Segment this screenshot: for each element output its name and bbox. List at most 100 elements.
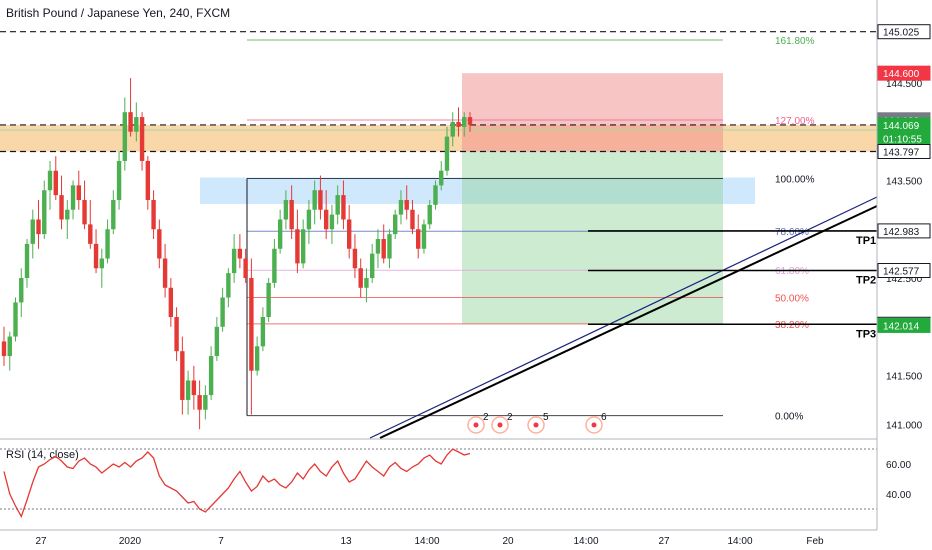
price-tag-9: 142.014 — [877, 317, 931, 333]
event-dot-3 — [591, 422, 597, 428]
event-dot-2 — [533, 422, 539, 428]
candle-body — [467, 117, 473, 125]
candle-body — [128, 112, 133, 132]
candle-body — [76, 185, 81, 200]
candle-body — [208, 356, 214, 396]
rsi-layer: 60.00 40.00 — [0, 448, 911, 519]
candle-body — [139, 117, 145, 161]
candle-body — [214, 326, 220, 357]
candle-body — [36, 219, 41, 235]
candle-body — [410, 209, 415, 230]
price-tag-bg-9 — [877, 317, 931, 333]
candle-body — [300, 229, 306, 264]
price-tag-bg-7 — [877, 263, 931, 279]
price-tag-bg-0 — [877, 24, 931, 40]
x-tick-1: 2020 — [119, 536, 142, 547]
candle-body — [174, 317, 179, 352]
fib-label-3: 78.60% — [775, 227, 809, 238]
candle-body — [197, 395, 202, 410]
candle-body — [249, 278, 254, 371]
candle-body — [444, 136, 450, 171]
candle-body — [404, 199, 409, 210]
candle-body — [59, 195, 64, 220]
candle-body — [65, 209, 70, 220]
candle-body — [283, 199, 289, 220]
event-dot-1 — [497, 422, 503, 428]
overlay-layer: TP1 TP2 TP3 2 2 5 6 — [369, 196, 878, 439]
price-tag-3: 144.069 — [877, 117, 931, 133]
candle-body — [88, 224, 93, 244]
price-tag-6: 142.983 — [877, 223, 931, 239]
x-tick-0: 27 — [35, 536, 47, 547]
x-tick-3: 13 — [340, 536, 352, 547]
resistance-zone — [0, 124, 877, 152]
price-tag-label-5: 143.797 — [883, 147, 920, 158]
candle-body — [7, 336, 12, 357]
candle-body — [456, 121, 461, 127]
candle-body — [381, 238, 386, 259]
tp-label-3: TP3 — [856, 328, 876, 340]
candle-body — [306, 209, 312, 230]
fib-label-7: 0.00% — [775, 412, 803, 423]
tp-label-2: TP2 — [856, 275, 876, 287]
price-tag-bg-1 — [877, 65, 931, 81]
x-tick-8: 14:00 — [727, 536, 752, 547]
candle-body — [387, 234, 392, 259]
candle-body — [185, 380, 191, 400]
event-count-0: 2 — [483, 412, 489, 423]
y-tick-1: 144.500 — [886, 79, 923, 90]
candle-body — [450, 121, 455, 137]
y-tick-5: 141.000 — [886, 420, 923, 431]
candle-body — [272, 248, 277, 283]
candle-body — [462, 117, 467, 127]
candle-body — [226, 273, 231, 298]
fib-label-6: 38.20% — [775, 320, 809, 331]
fib-label-4: 61.80% — [775, 266, 809, 277]
candle-body — [335, 195, 340, 215]
fib-label-5: 50.00% — [775, 294, 809, 305]
candle-body — [145, 160, 151, 200]
candle-body — [180, 351, 185, 400]
price-tag-label-3: 144.069 — [883, 121, 920, 132]
candle-body — [42, 190, 47, 235]
event-count-2: 5 — [543, 412, 549, 423]
y-tick-4: 141.500 — [886, 372, 923, 383]
fib-label-1: 127.00% — [775, 116, 815, 127]
candle-body — [341, 195, 346, 220]
price-tag-bg-5 — [877, 143, 931, 159]
y-tick-3: 142.500 — [886, 274, 923, 285]
candle-body — [243, 258, 248, 279]
price-tag-0: 145.025 — [877, 24, 931, 40]
candle-body — [122, 112, 128, 161]
candle-body — [70, 185, 76, 210]
price-tag-label-7: 142.577 — [883, 267, 920, 278]
rsi-line — [3, 448, 471, 519]
candle-body — [277, 219, 283, 249]
candle-body — [393, 214, 398, 235]
candle-body — [358, 268, 363, 288]
candle-body — [162, 258, 168, 288]
candle-body — [19, 278, 24, 303]
candle-body — [53, 170, 58, 196]
zones-layer — [0, 73, 877, 325]
price-tag-label-4: 01:10:55 — [883, 135, 922, 146]
candle-body — [116, 160, 122, 200]
candle-body — [346, 219, 352, 249]
x-tick-2: 7 — [218, 536, 224, 547]
candle-body — [312, 190, 317, 210]
x-tick-9: Feb — [806, 536, 824, 547]
trendline-black — [379, 205, 878, 439]
price-tag-5: 143.797 — [877, 143, 931, 159]
candle-body — [427, 204, 432, 225]
candle-body — [254, 346, 260, 371]
take-profit-zone — [462, 151, 723, 325]
candle-body — [369, 253, 375, 279]
candle-body — [329, 214, 335, 230]
event-dot-0 — [473, 422, 479, 428]
candle-body — [433, 185, 438, 205]
candle-body — [1, 341, 7, 357]
price-tag-label-0: 145.025 — [883, 28, 920, 39]
candle-body — [289, 199, 294, 230]
candle-body — [151, 199, 156, 230]
